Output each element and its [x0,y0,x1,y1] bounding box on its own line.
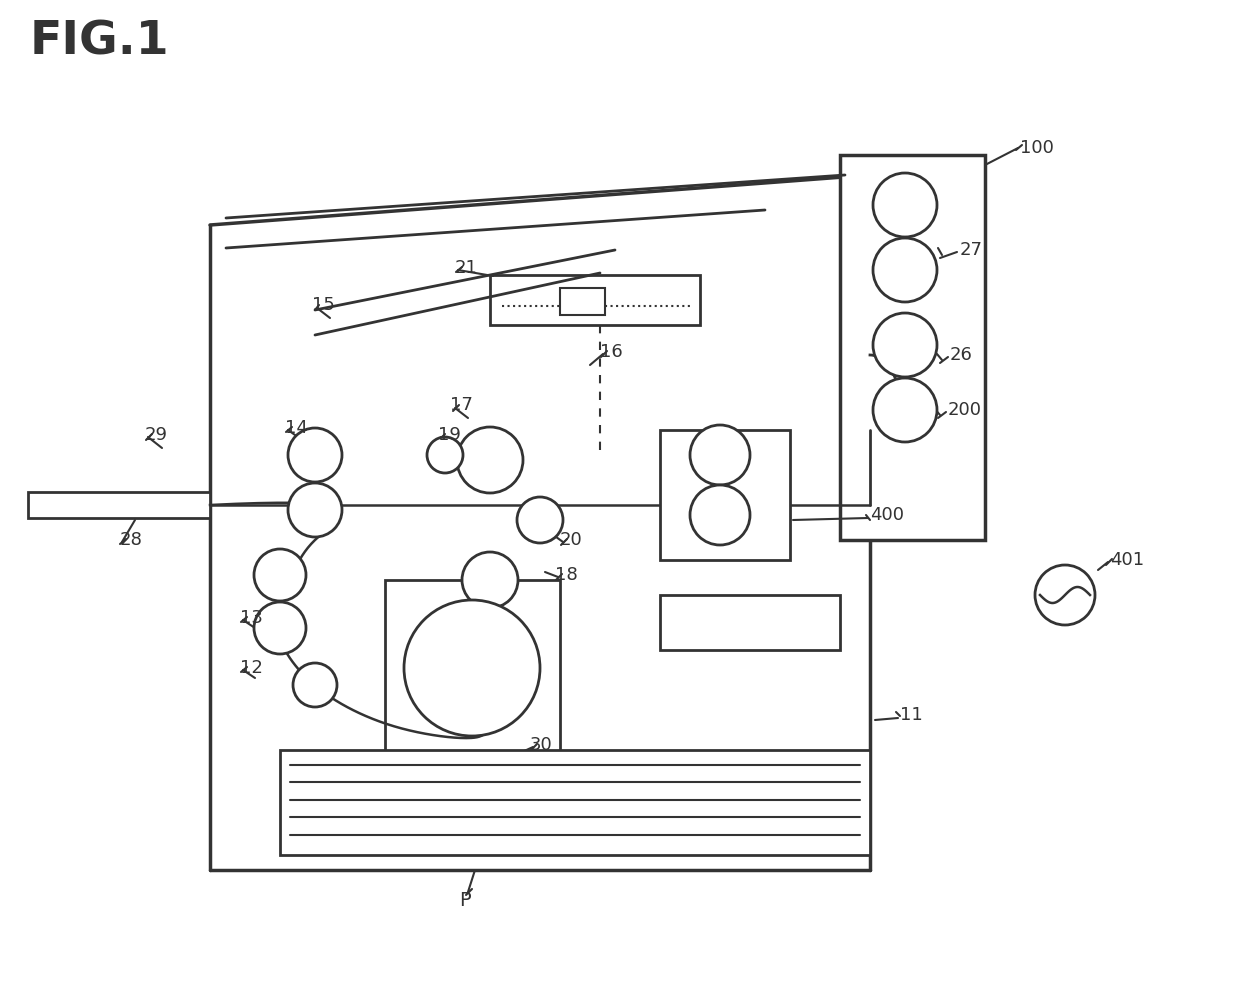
Text: 11: 11 [900,706,923,724]
Text: 16: 16 [600,343,622,361]
Text: FIG.1: FIG.1 [30,20,170,64]
Circle shape [1035,565,1095,625]
Circle shape [873,378,937,442]
Text: 401: 401 [1110,551,1145,569]
Text: 400: 400 [870,506,904,524]
Text: 100: 100 [1021,139,1054,157]
Text: 17: 17 [450,396,472,414]
Circle shape [427,437,463,473]
Circle shape [463,552,518,608]
Circle shape [288,483,342,537]
Circle shape [458,427,523,493]
Text: 12: 12 [241,659,263,677]
Bar [560,288,605,315]
Text: 27: 27 [960,241,983,259]
Text: 30: 30 [529,736,553,754]
Text: 15: 15 [312,296,335,314]
Text: 19: 19 [438,426,461,444]
Text: 21: 21 [455,259,477,277]
Bar [280,750,870,855]
Circle shape [254,549,306,601]
Text: 26: 26 [950,346,973,364]
Circle shape [517,497,563,543]
Text: 20: 20 [560,531,583,549]
Bar [384,580,560,755]
Text: 18: 18 [556,566,578,584]
Circle shape [254,602,306,654]
Text: 200: 200 [949,401,982,419]
Text: 29: 29 [145,426,167,444]
Circle shape [288,428,342,482]
Text: 28: 28 [120,531,143,549]
Text: 13: 13 [241,609,263,627]
Circle shape [404,600,539,736]
Circle shape [293,663,337,707]
Bar [660,595,839,650]
Text: 14: 14 [285,419,308,437]
Circle shape [689,485,750,545]
Circle shape [873,173,937,237]
Bar [29,492,210,518]
Circle shape [873,313,937,377]
Text: P: P [459,890,471,909]
Bar [490,275,701,325]
Circle shape [689,425,750,485]
Circle shape [873,238,937,302]
Bar [660,430,790,560]
Bar [839,155,985,540]
